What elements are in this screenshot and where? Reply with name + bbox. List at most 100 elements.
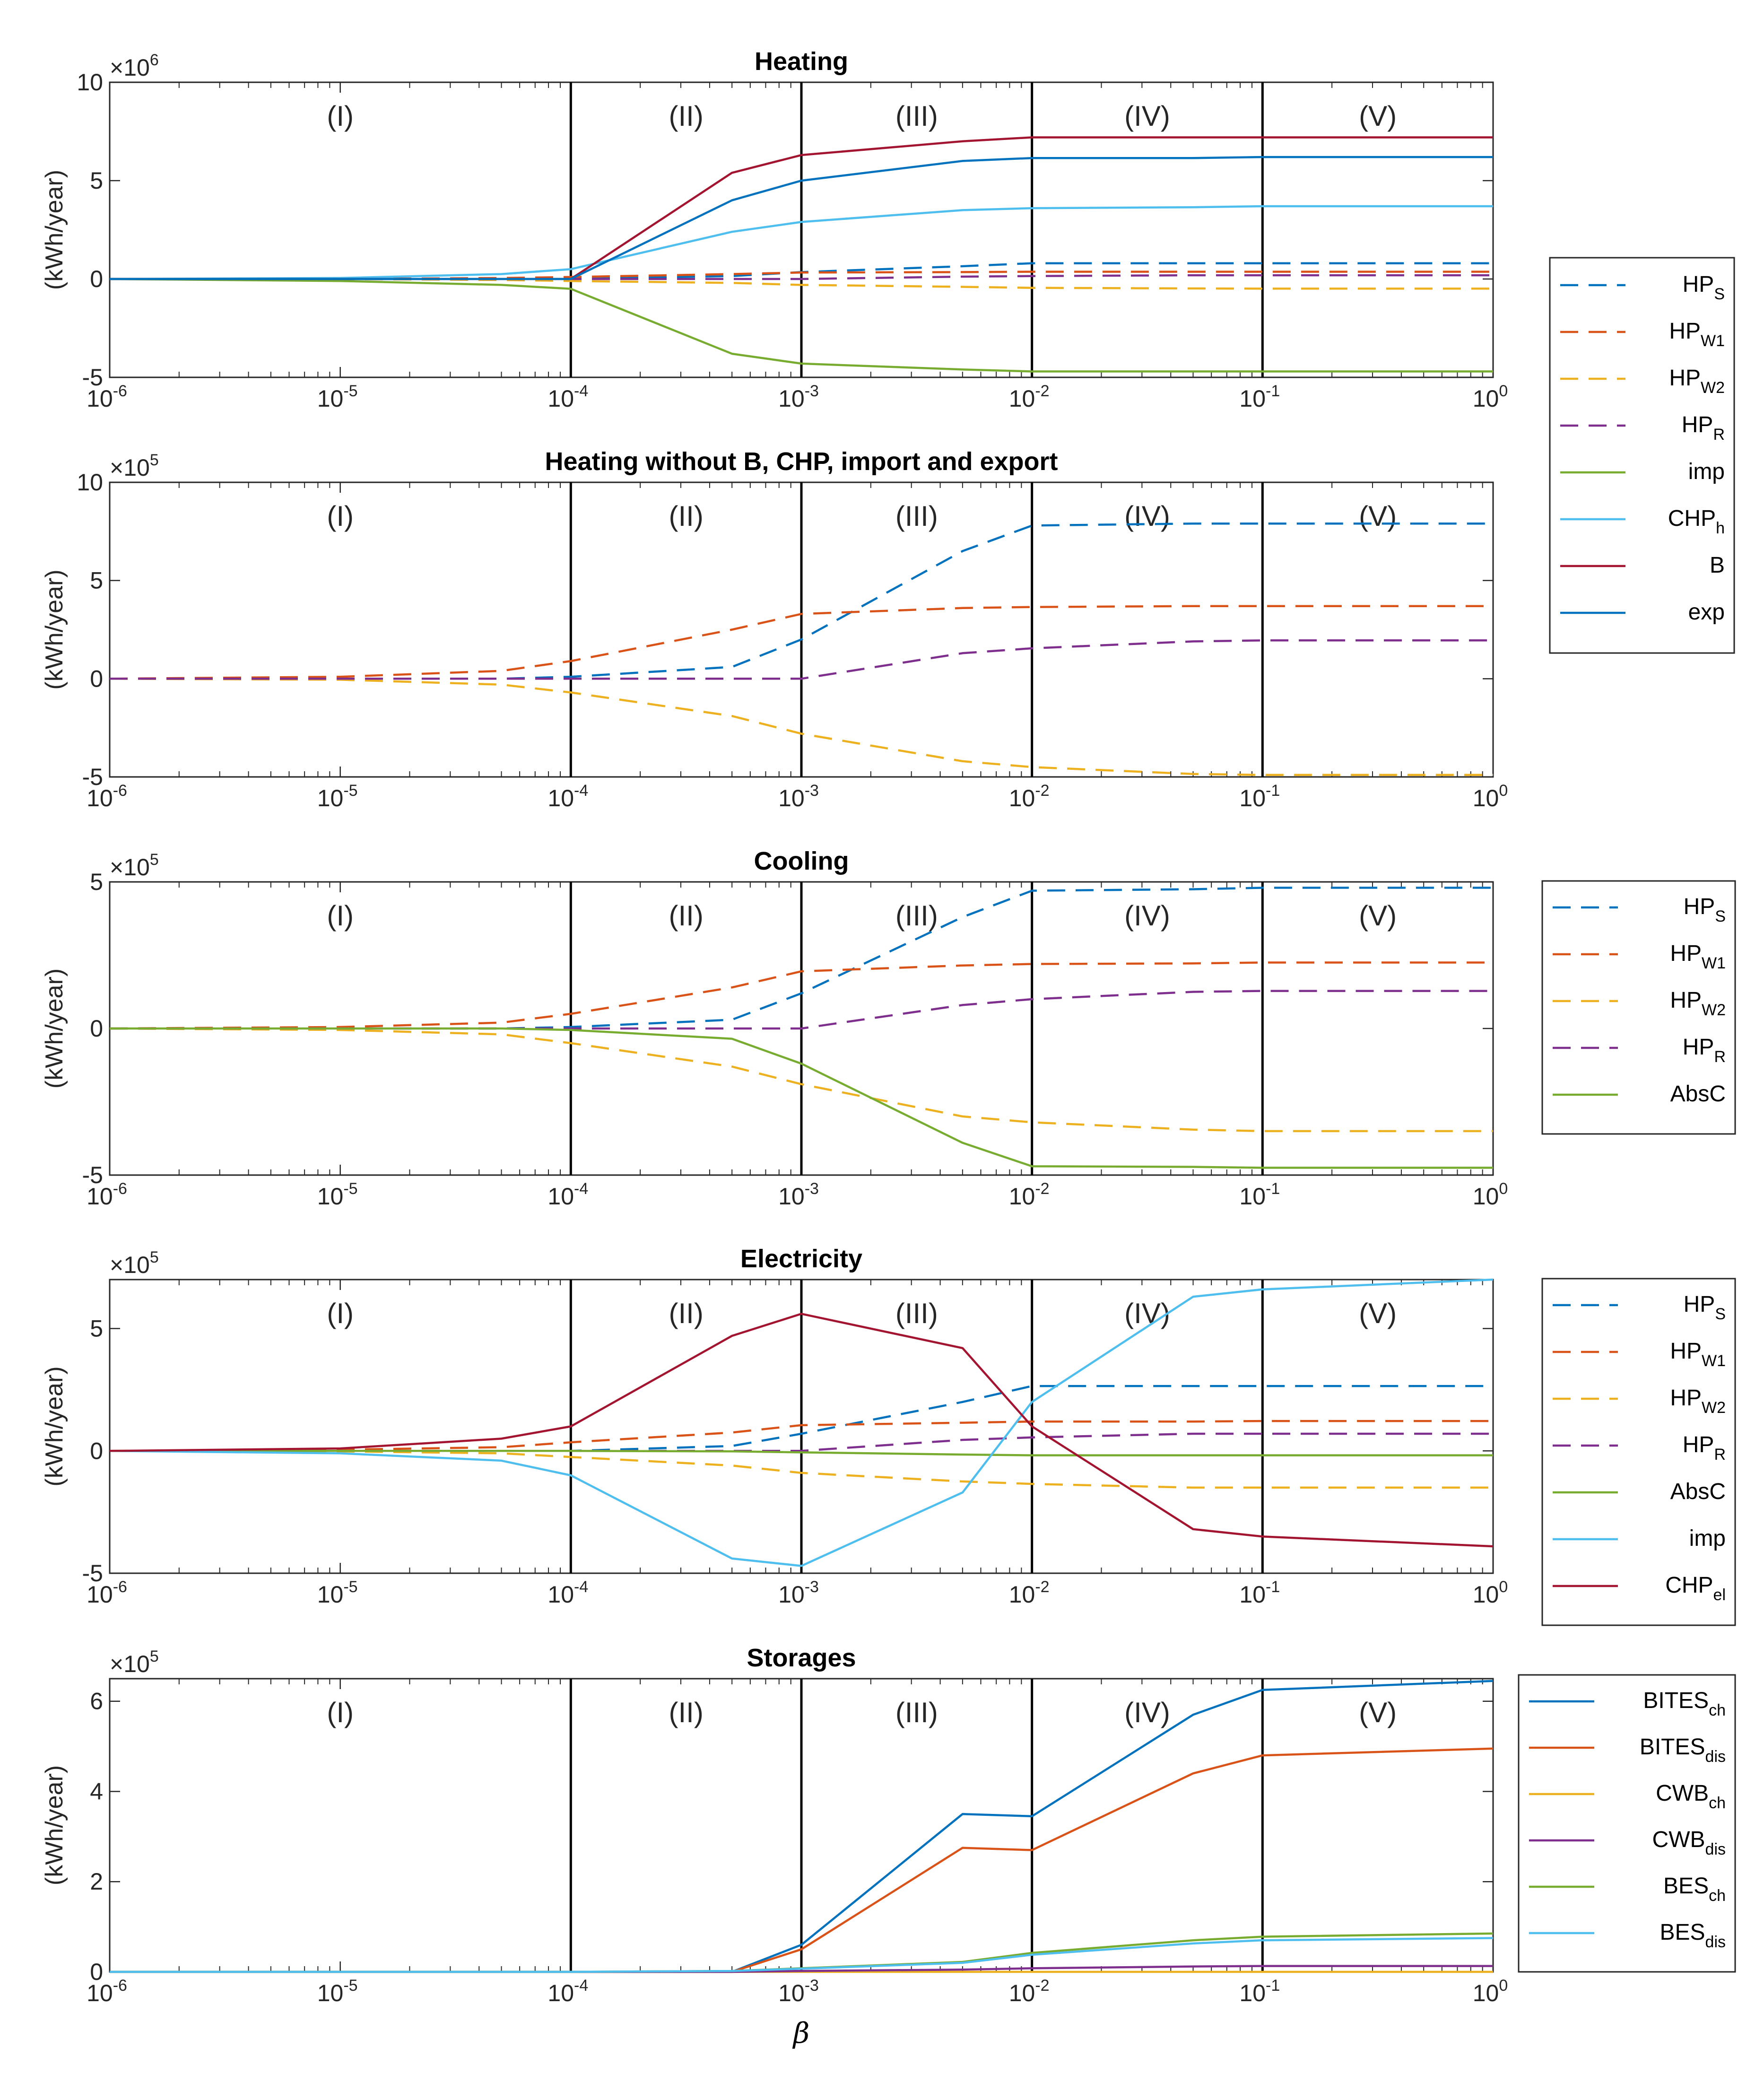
series-line-imp (109, 278, 1493, 373)
legend: HPS HPW1 HPW2 HPR AbsC (1541, 880, 1736, 1135)
x-tick-label: 100 (1473, 1578, 1508, 1608)
series-line-exp (110, 156, 1493, 280)
region-label: (III) (895, 1697, 938, 1728)
series-line-hpw1 (109, 961, 1493, 1030)
x-tick-label: 10-3 (778, 782, 819, 811)
x-tick-label: 10-3 (778, 1180, 819, 1210)
series-line-hpw2 (109, 678, 1493, 776)
legend-entry-label: CHPh (1668, 506, 1725, 537)
panel-title: Heating without B, CHP, import and expor… (545, 447, 1058, 476)
series-line-absc (110, 1027, 1493, 1169)
y-tick-label: 0 (90, 1438, 103, 1464)
legend-entry-label: HPW2 (1670, 1386, 1726, 1417)
y-tick-label: 10 (77, 469, 103, 496)
x-tick-label: 10-5 (317, 382, 358, 412)
y-tick-label: 2 (90, 1868, 103, 1895)
legend-entry-label: HPW1 (1670, 1339, 1726, 1370)
y-axis-label: (kWh/year) (41, 968, 68, 1089)
legend-entry-label: HPR (1683, 1035, 1726, 1066)
x-tick-label: 100 (1473, 782, 1508, 811)
region-label: (II) (669, 100, 704, 132)
region-label: (V) (1359, 1298, 1397, 1329)
x-tick-label: 10-1 (1239, 1578, 1280, 1608)
legend-entry-label: HPR (1682, 412, 1725, 444)
panel-title: Electricity (740, 1245, 862, 1273)
y-multiplier: ×105 (110, 1647, 159, 1677)
y-tick-label: 0 (90, 665, 103, 692)
panel-3: 10-6 10-5 10-4 10-3 10-2 10-1 100-505×105 Elect… (41, 1245, 1736, 1626)
region-label: (IV) (1124, 1697, 1170, 1728)
legend-entry-label: BESdis (1660, 1920, 1726, 1951)
x-tick-label: 10-1 (1239, 782, 1280, 811)
x-tick-label: 10-1 (1239, 382, 1280, 412)
legend-entry-label: BESch (1663, 1874, 1726, 1905)
y-tick-label: 5 (90, 167, 103, 194)
x-tick-label: 10-2 (1009, 782, 1050, 811)
y-tick-label: 5 (90, 567, 103, 594)
series-line-chph (109, 205, 1493, 280)
legend-entry-label: HPS (1683, 272, 1725, 303)
legend-entry-label: imp (1688, 459, 1725, 484)
x-tick-label: 10-5 (317, 1977, 358, 2006)
x-tick-label: 10-6 (87, 382, 127, 412)
region-label: (II) (669, 1697, 704, 1728)
y-tick-label: -5 (82, 764, 103, 790)
region-label: (IV) (1124, 500, 1170, 532)
x-tick-label: 10-5 (317, 782, 358, 811)
x-tick-label: 100 (1473, 1977, 1508, 2006)
y-tick-label: -5 (82, 1162, 103, 1188)
x-tick-label: 10-5 (317, 1180, 358, 1210)
legend-entry-label: BITESch (1643, 1688, 1726, 1719)
series-line-hpw2 (109, 1027, 1493, 1133)
y-tick-label: 0 (90, 266, 103, 292)
legend-entry-label: HPW2 (1670, 988, 1726, 1019)
y-multiplier: ×106 (110, 51, 159, 81)
region-label: (V) (1359, 1697, 1397, 1728)
legend-entry-label: AbsC (1670, 1479, 1726, 1504)
series-line-hpr (110, 990, 1493, 1030)
y-multiplier: ×105 (110, 1248, 159, 1278)
y-axis-label: (kWh/year) (41, 569, 68, 689)
legend: HPS HPW1 HPW2 HPR AbsC imp CHPel (1541, 1278, 1736, 1626)
region-label: (I) (327, 1697, 354, 1728)
region-label: (IV) (1124, 900, 1170, 932)
series-line-hps (110, 522, 1493, 680)
series-line-chpel (109, 1313, 1494, 1548)
x-tick-label: 10-4 (547, 382, 588, 412)
panel-0: 10-6 10-5 10-4 10-3 10-2 10-1 100 -5 0 5 10 ×106 Hea… (41, 47, 1735, 654)
region-label: (I) (327, 100, 354, 132)
legend-box (1549, 257, 1735, 654)
series-line-hpw1 (110, 270, 1493, 280)
legend-entry-label: HPW1 (1669, 319, 1725, 350)
y-axis-label: (kWh/year) (41, 170, 68, 290)
region-label: (III) (895, 900, 938, 932)
series-line-hpr (110, 1432, 1493, 1452)
x-tick-label: 10-4 (547, 1977, 588, 2006)
x-tick-label: 10-3 (778, 382, 819, 412)
x-tick-label: 10-2 (1009, 1180, 1050, 1210)
legend-box (1518, 1674, 1736, 1973)
y-tick-label: -5 (82, 364, 103, 391)
panel-2: 10-6 10-5 10-4 10-3 10-2 10-1 100-505×105 Cooli… (41, 847, 1736, 1210)
x-tick-label: 10-4 (547, 782, 588, 811)
y-tick-label: 5 (90, 869, 103, 895)
region-label: (IV) (1124, 100, 1170, 132)
region-label: (V) (1359, 900, 1397, 932)
series-line-hps (110, 1385, 1493, 1452)
region-label: (V) (1359, 500, 1397, 532)
series-line-imp (109, 1278, 1494, 1567)
region-label: (III) (895, 100, 938, 132)
x-tick-label: 10-2 (1009, 1977, 1050, 2006)
region-label: (II) (669, 500, 704, 532)
y-tick-label: 5 (90, 1316, 103, 1342)
y-multiplier: ×105 (110, 451, 159, 481)
region-label: (I) (327, 1298, 354, 1329)
x-tick-label: 10-2 (1009, 1578, 1050, 1608)
x-tick-label: 10-2 (1009, 382, 1050, 412)
panel-title: Storages (747, 1644, 856, 1672)
region-label: (I) (327, 500, 354, 532)
y-tick-label: 10 (77, 69, 103, 96)
series-line-hps (110, 887, 1493, 1030)
